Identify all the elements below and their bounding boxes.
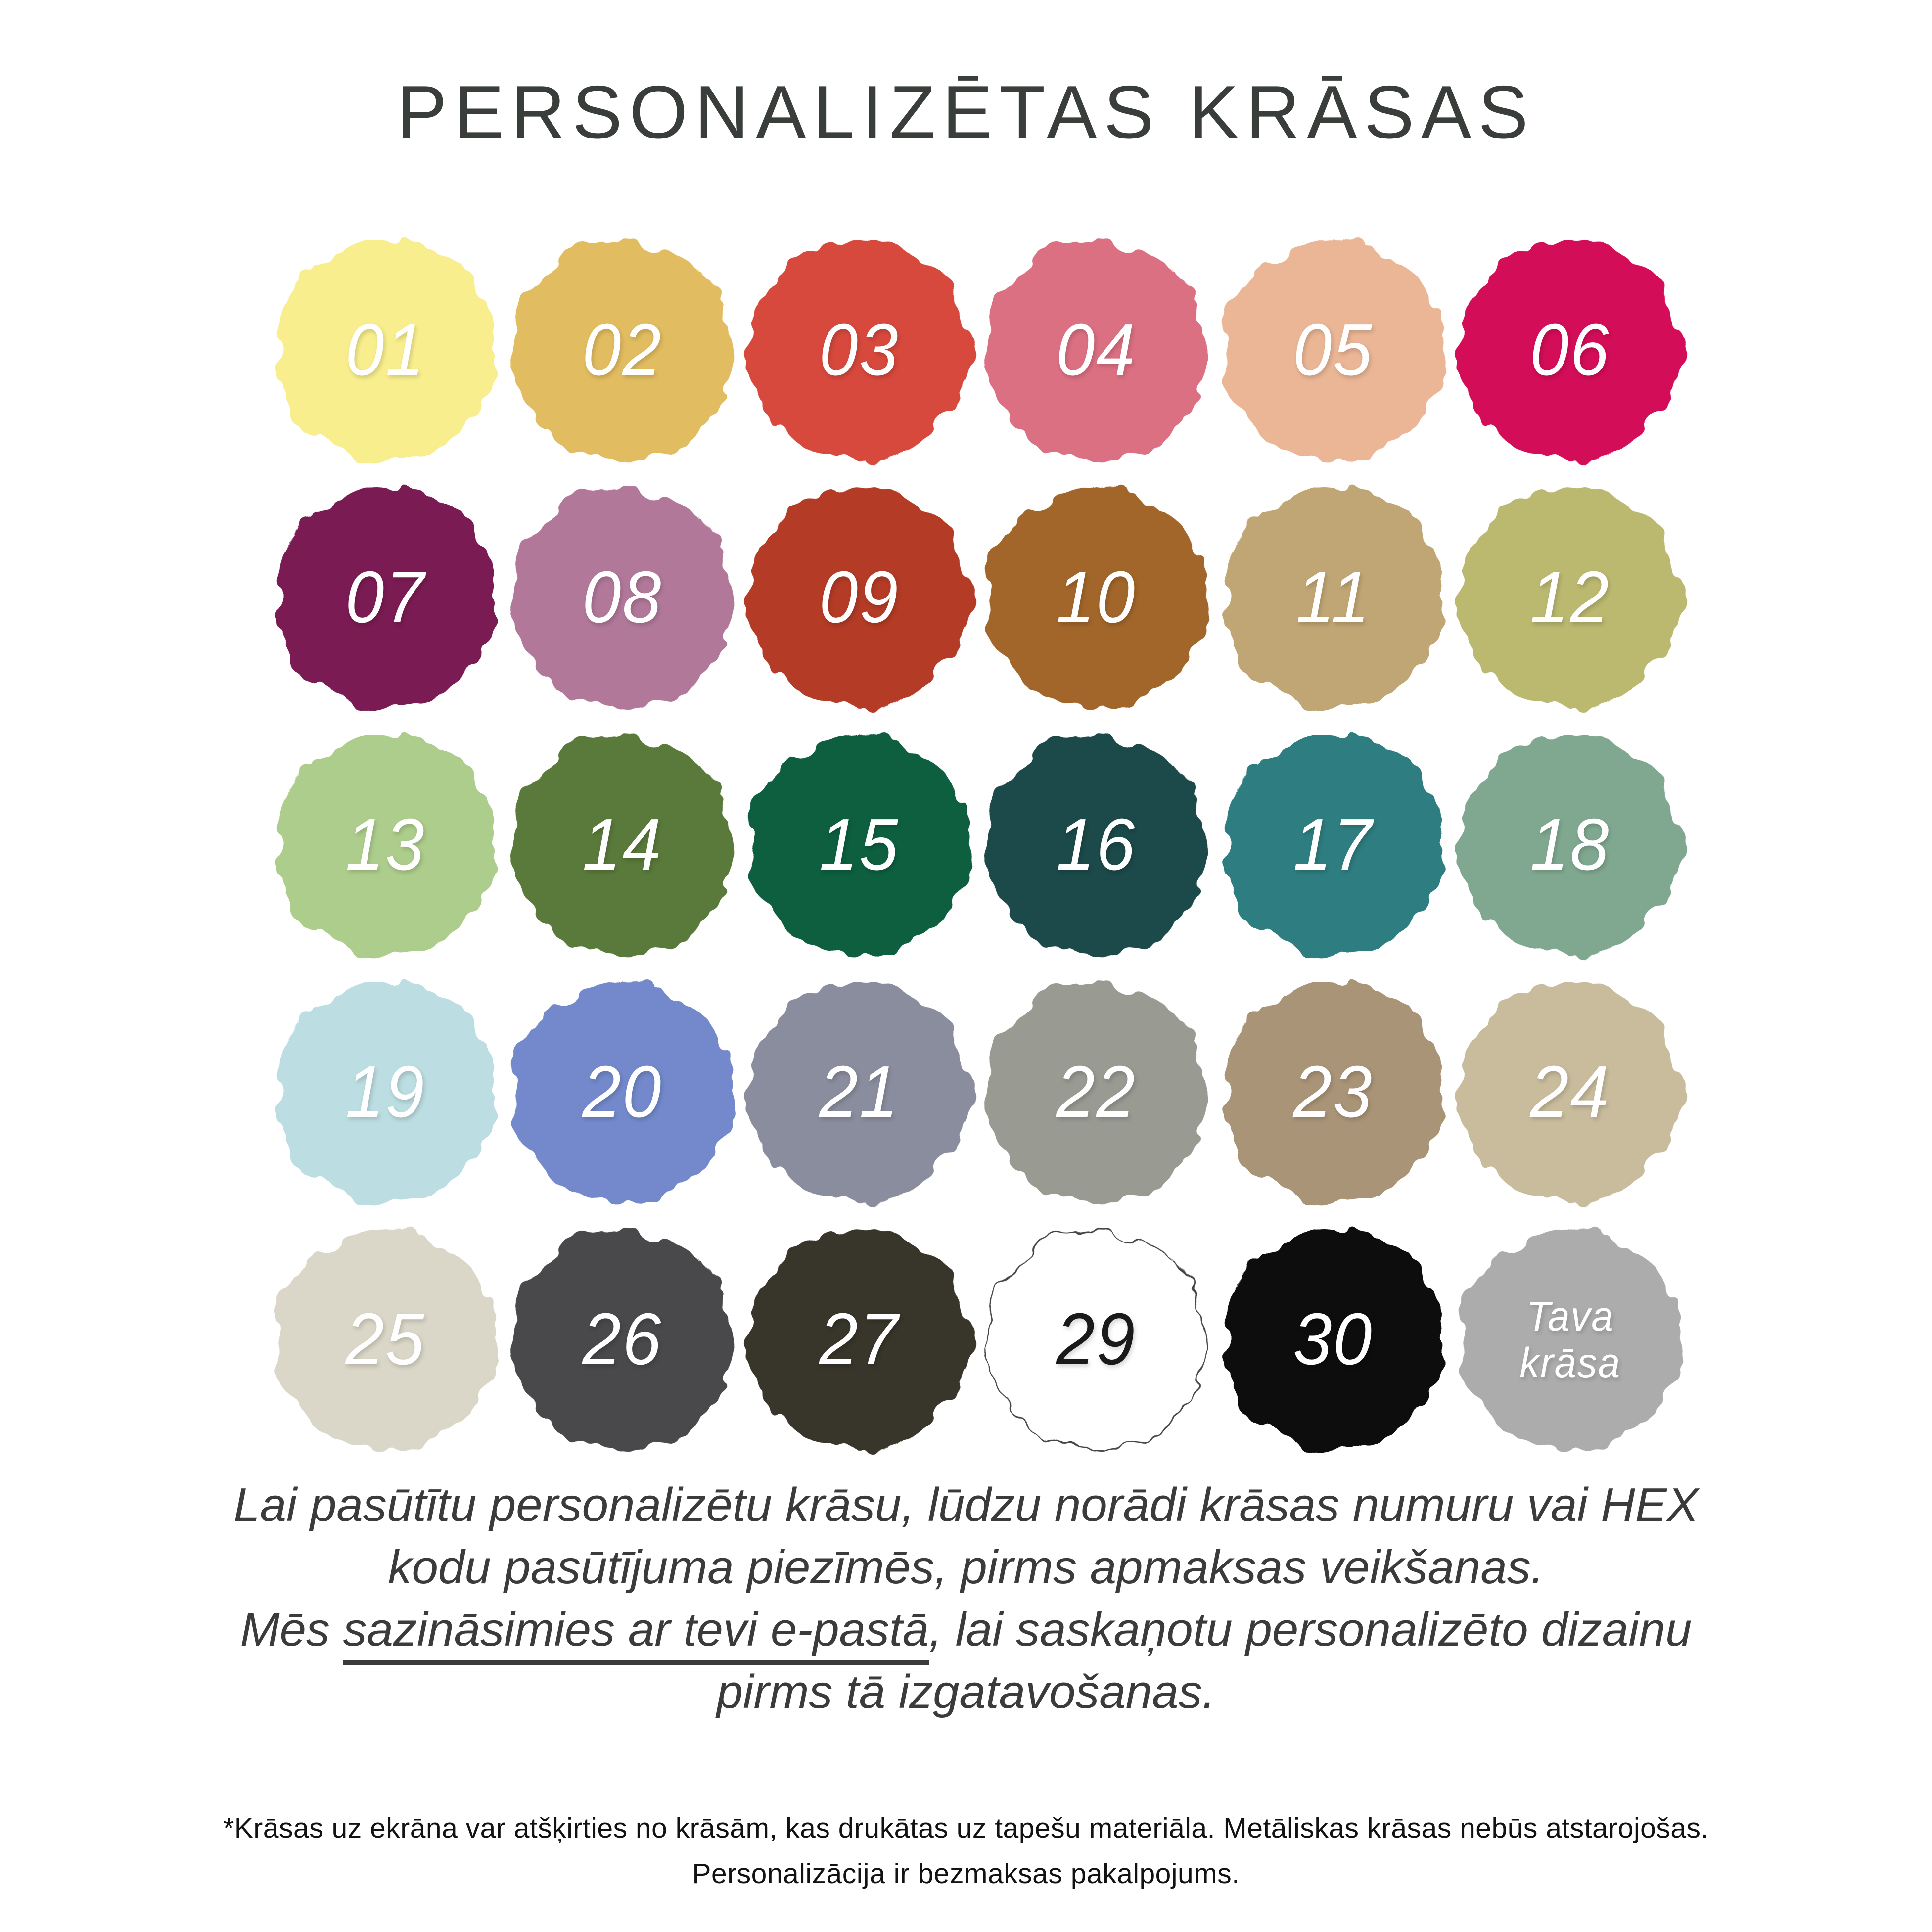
swatch-label: 29	[1056, 1298, 1137, 1380]
color-swatch: 20	[512, 982, 733, 1202]
swatch-label: 04	[1056, 309, 1137, 391]
swatch-label: 20	[582, 1051, 663, 1133]
color-swatch: 25	[276, 1230, 496, 1450]
color-swatch: 06	[1460, 240, 1680, 460]
color-swatch: 19	[276, 982, 496, 1202]
color-swatch: 17	[1223, 735, 1443, 955]
swatch-label: 23	[1293, 1051, 1374, 1133]
swatch-label: 18	[1530, 804, 1610, 885]
color-swatch: 04	[986, 240, 1206, 460]
color-swatch: 30	[1223, 1230, 1443, 1450]
color-swatch: 14	[512, 735, 733, 955]
swatch-grid: 01 02 03 04 05 06 07 08 09 10 11 12 13 1…	[267, 227, 1689, 1463]
color-swatch: 08	[512, 488, 733, 708]
swatch-label: 14	[582, 804, 663, 885]
swatch-label: 11	[1295, 556, 1371, 638]
color-swatch: 03	[749, 240, 969, 460]
order-instructions: Lai pasūtītu personalizētu krāsu, lūdzu …	[0, 1474, 1932, 1723]
footnote: *Krāsas uz ekrāna var atšķirties no krās…	[0, 1805, 1932, 1896]
color-swatch: 29	[986, 1230, 1206, 1450]
instructions-line-3-suffix: , lai saskaņotu personalizēto dizainu	[929, 1603, 1692, 1656]
instructions-line-1: Lai pasūtītu personalizētu krāsu, lūdzu …	[233, 1478, 1699, 1531]
color-swatch: 13	[276, 735, 496, 955]
color-swatch: 24	[1460, 982, 1680, 1202]
page-title: PERSONALIZĒTAS KRĀSAS	[397, 70, 1535, 154]
color-swatch: 16	[986, 735, 1206, 955]
swatch-label: 05	[1293, 309, 1374, 391]
color-swatch: Tava krāsa	[1460, 1230, 1680, 1450]
swatch-label: 24	[1530, 1051, 1610, 1133]
color-swatch: 23	[1223, 982, 1443, 1202]
swatch-label: 19	[345, 1051, 426, 1133]
swatch-label: Tava krāsa	[1519, 1292, 1621, 1386]
instructions-line-4: pirms tā izgatavošanas.	[716, 1665, 1216, 1718]
color-swatch: 11	[1223, 488, 1443, 708]
swatch-label: 25	[345, 1298, 426, 1380]
instructions-line-3: Mēs sazināsimies ar tevi e-pastā, lai sa…	[0, 1599, 1932, 1665]
swatch-label: 08	[582, 556, 663, 638]
color-swatch: 15	[749, 735, 969, 955]
swatch-label: 22	[1056, 1051, 1137, 1133]
swatch-label: 21	[819, 1051, 900, 1133]
swatch-label: 01	[345, 309, 426, 391]
color-swatch: 12	[1460, 488, 1680, 708]
swatch-label: 30	[1293, 1298, 1374, 1380]
swatch-label: 03	[819, 309, 900, 391]
footnote-line-1: *Krāsas uz ekrāna var atšķirties no krās…	[223, 1812, 1709, 1844]
swatch-label: 15	[819, 804, 900, 885]
color-swatch: 10	[986, 488, 1206, 708]
color-swatch: 05	[1223, 240, 1443, 460]
swatch-label: 06	[1530, 309, 1610, 391]
color-swatch: 01	[276, 240, 496, 460]
swatch-label: 13	[345, 804, 426, 885]
swatch-label: 10	[1056, 556, 1137, 638]
color-swatch: 07	[276, 488, 496, 708]
instructions-line-3-prefix: Mēs	[240, 1603, 343, 1656]
email-contact-underlined-text: sazināsimies ar tevi e-pastā	[343, 1603, 929, 1665]
swatch-label: 26	[582, 1298, 663, 1380]
color-swatch: 18	[1460, 735, 1680, 955]
color-swatch: 21	[749, 982, 969, 1202]
swatch-label: 17	[1293, 804, 1374, 885]
swatch-label: 07	[345, 556, 426, 638]
color-swatch: 26	[512, 1230, 733, 1450]
color-swatch: 02	[512, 240, 733, 460]
color-swatch: 22	[986, 982, 1206, 1202]
swatch-label: 09	[819, 556, 900, 638]
swatch-label: 27	[819, 1298, 900, 1380]
footnote-line-2: Personalizācija ir bezmaksas pakalpojums…	[692, 1858, 1240, 1889]
instructions-line-2: kodu pasūtījuma piezīmēs, pirms apmaksas…	[388, 1541, 1544, 1594]
swatch-label: 16	[1056, 804, 1137, 885]
swatch-label: 12	[1530, 556, 1610, 638]
swatch-label: 02	[582, 309, 663, 391]
color-swatch: 27	[749, 1230, 969, 1450]
color-swatch: 09	[749, 488, 969, 708]
